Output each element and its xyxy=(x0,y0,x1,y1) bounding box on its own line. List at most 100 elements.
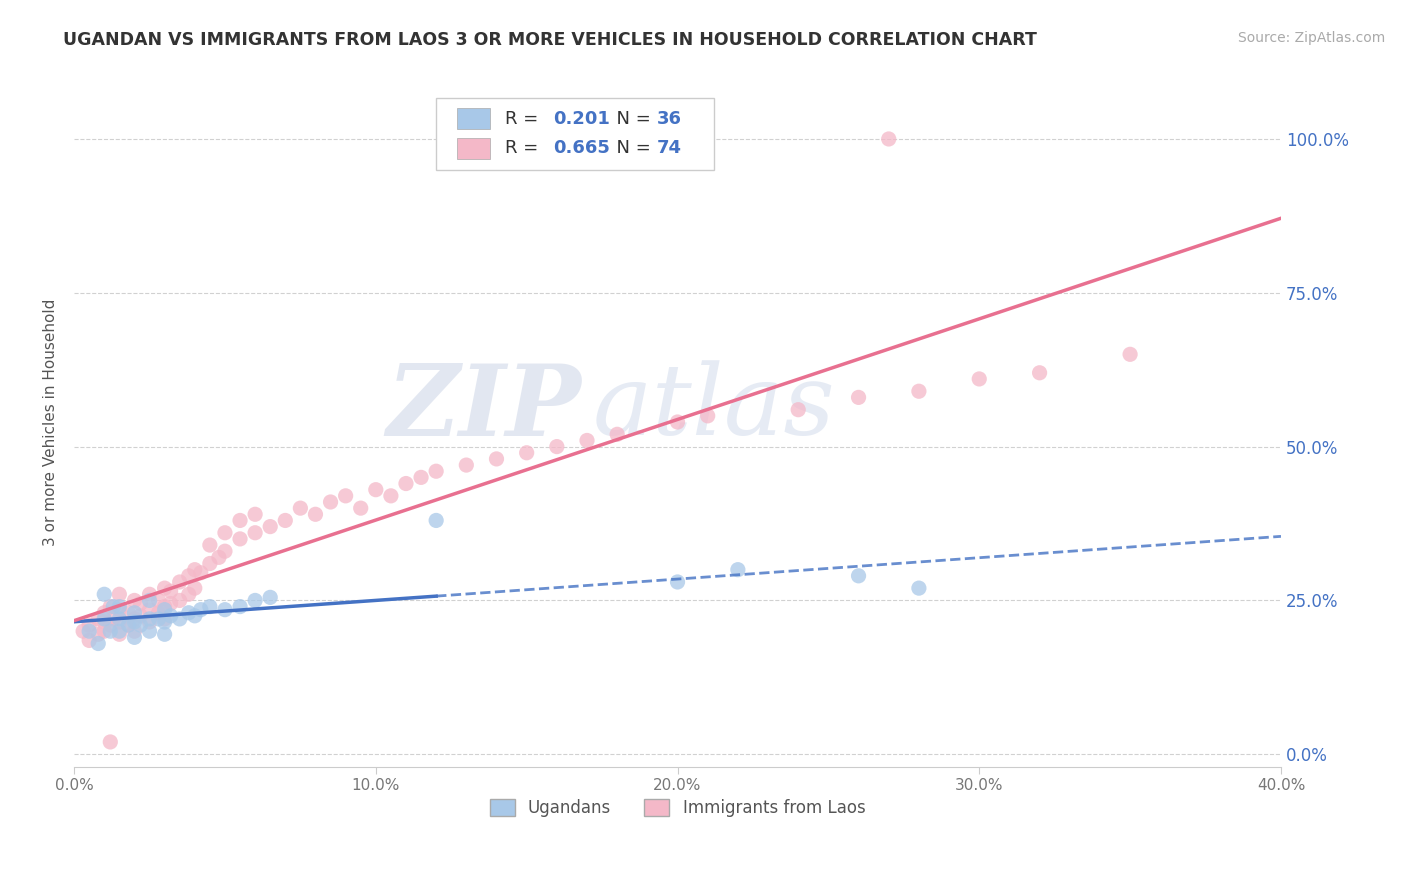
Point xyxy=(576,434,599,448)
Point xyxy=(148,593,170,607)
Point xyxy=(908,384,931,399)
Point xyxy=(787,402,810,417)
Point xyxy=(908,581,931,595)
Point xyxy=(98,735,121,749)
Point xyxy=(103,612,125,626)
Point xyxy=(153,599,176,614)
Point xyxy=(274,513,297,527)
FancyBboxPatch shape xyxy=(457,138,491,159)
Point xyxy=(485,451,508,466)
Point xyxy=(229,599,252,614)
Point xyxy=(153,612,176,626)
Point xyxy=(516,446,538,460)
Point xyxy=(108,587,131,601)
Point xyxy=(319,495,342,509)
Point xyxy=(425,513,447,527)
Point xyxy=(93,612,115,626)
Point xyxy=(124,612,146,626)
FancyBboxPatch shape xyxy=(457,109,491,129)
Point xyxy=(546,440,568,454)
Point xyxy=(98,599,121,614)
Point xyxy=(129,618,152,632)
Point xyxy=(108,615,131,629)
Point xyxy=(290,501,312,516)
Point xyxy=(72,624,94,639)
Point xyxy=(93,615,115,629)
Text: 0.201: 0.201 xyxy=(553,110,610,128)
Point xyxy=(1119,347,1142,361)
Point xyxy=(169,593,191,607)
Point xyxy=(190,602,212,616)
Point xyxy=(395,476,418,491)
Point xyxy=(138,624,160,639)
Y-axis label: 3 or more Vehicles in Household: 3 or more Vehicles in Household xyxy=(44,298,58,546)
Point xyxy=(848,391,870,405)
Point xyxy=(208,550,231,565)
Point xyxy=(184,608,207,623)
Point xyxy=(184,563,207,577)
Point xyxy=(159,584,181,599)
Point xyxy=(124,593,146,607)
Text: atlas: atlas xyxy=(593,360,835,456)
Point xyxy=(117,618,139,632)
Point xyxy=(124,631,146,645)
Point xyxy=(456,458,478,472)
Text: 36: 36 xyxy=(657,110,682,128)
Point xyxy=(98,624,121,639)
Point xyxy=(259,519,281,533)
Point xyxy=(148,606,170,620)
Point xyxy=(177,587,200,601)
Point xyxy=(108,627,131,641)
Point xyxy=(848,569,870,583)
FancyBboxPatch shape xyxy=(436,98,714,170)
Legend: Ugandans, Immigrants from Laos: Ugandans, Immigrants from Laos xyxy=(482,792,872,823)
Point xyxy=(153,602,176,616)
Point xyxy=(190,566,212,580)
Point xyxy=(169,574,191,589)
Point xyxy=(108,599,131,614)
Point xyxy=(967,372,990,386)
Point xyxy=(666,574,689,589)
Point xyxy=(243,525,266,540)
Point xyxy=(108,602,131,616)
Text: N =: N = xyxy=(605,110,657,128)
Point xyxy=(159,597,181,611)
Point xyxy=(108,624,131,639)
Point xyxy=(666,415,689,429)
Point xyxy=(214,544,236,558)
Point xyxy=(259,591,281,605)
Point xyxy=(727,563,749,577)
Point xyxy=(93,606,115,620)
Point xyxy=(117,618,139,632)
Point xyxy=(108,612,131,626)
Point xyxy=(77,633,100,648)
Text: 0.665: 0.665 xyxy=(553,139,610,157)
Point xyxy=(184,581,207,595)
Point xyxy=(177,569,200,583)
Point xyxy=(350,501,373,516)
Point xyxy=(877,132,900,146)
Point xyxy=(696,409,718,423)
Text: Source: ZipAtlas.com: Source: ZipAtlas.com xyxy=(1237,31,1385,45)
Point xyxy=(1028,366,1050,380)
Point xyxy=(87,627,110,641)
Point xyxy=(364,483,387,497)
Text: R =: R = xyxy=(505,139,544,157)
Point xyxy=(103,599,125,614)
Point xyxy=(425,464,447,478)
Point xyxy=(380,489,402,503)
Point xyxy=(87,636,110,650)
Point xyxy=(304,508,326,522)
Point xyxy=(138,615,160,629)
Point xyxy=(87,612,110,626)
Point xyxy=(229,513,252,527)
Point xyxy=(229,532,252,546)
Point xyxy=(93,587,115,601)
Point xyxy=(153,615,176,629)
Text: ZIP: ZIP xyxy=(387,360,581,457)
Point xyxy=(138,612,160,626)
Point xyxy=(117,606,139,620)
Text: R =: R = xyxy=(505,110,544,128)
Text: UGANDAN VS IMMIGRANTS FROM LAOS 3 OR MORE VEHICLES IN HOUSEHOLD CORRELATION CHAR: UGANDAN VS IMMIGRANTS FROM LAOS 3 OR MOR… xyxy=(63,31,1038,49)
Point xyxy=(138,587,160,601)
